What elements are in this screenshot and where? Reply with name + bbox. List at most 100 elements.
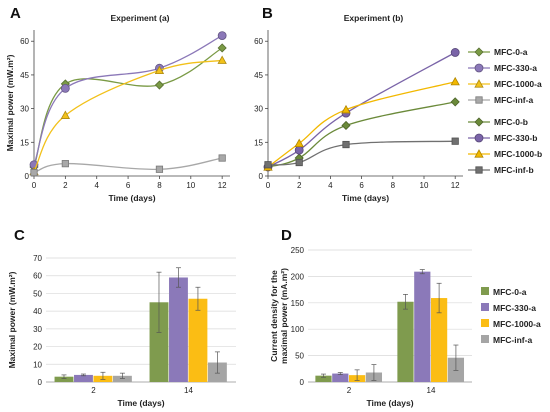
panel-a-x-tick-label: 8 <box>157 181 162 190</box>
panel-c-category-label: 14 <box>184 386 193 395</box>
panel-c-bar-mfc-0-a-14 <box>149 302 169 382</box>
panel-b-point-mfc-inf-b <box>451 137 459 145</box>
panel-b-x-tick-label: 4 <box>328 181 333 190</box>
panel-a-x-tick-label: 0 <box>32 181 37 190</box>
legend-label-mfc-0-b: MFC-0-b <box>494 117 528 127</box>
panel-a-point-mfc-330-a <box>217 31 227 41</box>
panel-b-point-mfc-0-b <box>341 120 351 131</box>
panel-a-point-mfc-inf-a <box>155 165 164 173</box>
panel-b-x-tick-label: 0 <box>266 181 271 190</box>
panel-d-y-tick-label: 100 <box>291 325 305 334</box>
legend-label-mfc-330-b: MFC-330-b <box>494 133 537 143</box>
legend-item-mfc-0-a: MFC-0-a <box>468 47 528 57</box>
panel-d-y-tick-label: 50 <box>295 352 304 361</box>
panel-c-bar-mfc-0-a-2 <box>54 376 74 382</box>
panel-d-bar-mfc-0-a-2 <box>315 375 332 382</box>
legend-item-bar-mfc-0-a: MFC-0-a <box>481 287 527 297</box>
panel-a-y-tick-label: 60 <box>20 37 29 46</box>
panel-b-x-axis-label: Time (days) <box>342 193 389 203</box>
legend-item-bar-mfc-inf-a: MFC-inf-a <box>481 335 532 345</box>
panel-b-x-tick-label: 6 <box>359 181 364 190</box>
panel-a-point-mfc-inf-a <box>218 154 226 162</box>
legend-item-mfc-inf-a: MFC-inf-a <box>468 95 533 105</box>
panel-a-y-tick-label: 15 <box>20 138 29 147</box>
panel-a-x-tick-label: 6 <box>126 181 131 190</box>
panel-b-point-mfc-1000-b <box>341 104 351 114</box>
legend-swatch-mfc-1000-a <box>481 319 489 327</box>
panel-a-y-tick-label: 30 <box>20 105 29 114</box>
panel-d-y-tick-label: 0 <box>300 378 305 387</box>
panel-a-x-axis-label: Time (days) <box>108 193 155 203</box>
legend-label-mfc-330-a: MFC-330-a <box>494 63 537 73</box>
panel-c-y-tick-label: 70 <box>33 254 42 263</box>
panel-d-bar-mfc-1000-a-14 <box>431 298 448 382</box>
panel-b-point-mfc-0-b <box>450 97 460 107</box>
panel-b-x-tick-label: 2 <box>297 181 302 190</box>
legend-marker-mfc-0-b <box>474 117 484 127</box>
legend-item-bar-mfc-1000-a: MFC-1000-a <box>481 319 541 329</box>
legend-label-mfc-1000-b: MFC-1000-b <box>494 149 542 159</box>
legend-label-mfc-0-a: MFC-0-a <box>494 47 528 57</box>
panel-a-title: Experiment (a) <box>110 13 169 23</box>
panel-d-y-axis-label: maximal power (mA.m²) <box>279 268 289 364</box>
legend-swatch-mfc-330-a <box>481 303 489 311</box>
panel-c-bar-mfc-330-a-14 <box>169 277 188 382</box>
panel-b-y-tick-label: 0 <box>259 172 264 181</box>
panel-d-plot: 0 50 100 150 200 250 2 14 Time (days) Current den… <box>269 246 472 408</box>
panel-a-point-mfc-inf-a <box>61 160 69 168</box>
panel-b-point-mfc-330-b <box>450 48 460 57</box>
panel-b-line-mfc-inf-b <box>267 140 456 166</box>
panel-c-y-tick-label: 20 <box>33 343 42 352</box>
panel-c-y-axis-label: Maximal power (mW.m²) <box>7 271 17 368</box>
panel-a-point-mfc-1000-a <box>60 110 71 119</box>
panel-b-point-mfc-1000-b <box>450 76 460 86</box>
panel-b-title: Experiment (b) <box>344 13 404 23</box>
panel-c-bar-mfc-inf-a-2 <box>112 375 132 382</box>
panel-b-line-mfc-1000-b <box>267 81 456 168</box>
legend-item-mfc-1000-a: MFC-1000-a <box>468 79 542 89</box>
panel-a-x-tick-label: 2 <box>63 181 68 190</box>
panel-c-plot: 0 10 20 30 40 50 60 70 2 14 Time (days) Maximal pow… <box>7 254 236 408</box>
legend-item-mfc-330-b: MFC-330-b <box>468 133 537 143</box>
panel-a-point-mfc-0-a <box>217 43 227 53</box>
panel-c-x-axis-label: Time (days) <box>117 398 164 408</box>
panel-d-bar-mfc-330-a-14 <box>414 271 431 382</box>
panel-a-point-mfc-0-a <box>154 80 165 90</box>
panel-b-line-mfc-330-b <box>267 51 456 168</box>
panel-c-bar-mfc-1000-a-14 <box>188 298 208 382</box>
legend-item-mfc-330-a: MFC-330-a <box>468 63 537 73</box>
legend-label-bar-mfc-0-a: MFC-0-a <box>493 287 527 297</box>
panel-b-y-tick-label: 30 <box>254 105 263 114</box>
panel-b-y-tick-label: 45 <box>254 71 263 80</box>
legend-item-mfc-inf-b: MFC-inf-b <box>468 165 534 175</box>
panel-b-y-tick-label: 60 <box>254 37 263 46</box>
panel-a-x-tick-label: 4 <box>94 181 99 190</box>
legend-swatch-mfc-inf-a <box>481 335 489 343</box>
legend-label-bar-mfc-330-a: MFC-330-a <box>493 303 536 313</box>
panel-b-point-mfc-inf-b <box>264 161 272 169</box>
legend-marker-mfc-inf-a <box>475 96 483 104</box>
panel-label-d: D <box>281 227 292 244</box>
panel-d-category-label: 14 <box>427 386 436 395</box>
panel-c-y-tick-label: 0 <box>38 378 43 387</box>
panel-a-x-tick-label: 12 <box>218 181 227 190</box>
panel-d-bar-mfc-330-a-2 <box>332 373 349 382</box>
panel-c-y-tick-label: 10 <box>33 360 42 369</box>
panel-c-category-label: 2 <box>91 386 96 395</box>
panel-a-point-mfc-inf-a <box>30 169 38 177</box>
legends: MFC-0-a MFC-330-a MFC-1000-a MFC-inf-a MFC-0… <box>468 47 542 345</box>
panel-a-plot: 0 15 30 45 60 0 2 4 6 8 10 12 Experiment (a) Time (da… <box>5 13 230 203</box>
panel-a-y-axis-label: Maximal power (mW.m²) <box>5 54 15 151</box>
panel-c-y-tick-label: 60 <box>33 272 42 281</box>
panel-a-y-tick-label: 0 <box>25 172 30 181</box>
legend-marker-mfc-inf-b <box>475 166 483 174</box>
panel-a-line-mfc-inf-a <box>33 157 223 174</box>
legend-label-bar-mfc-1000-a: MFC-1000-a <box>493 319 541 329</box>
panel-b-plot: 0 15 30 45 60 0 2 4 6 8 10 12 Experiment (b) Time (da… <box>254 13 463 203</box>
panel-a-point-mfc-330-a <box>60 84 70 93</box>
panel-d-category-label: 2 <box>347 386 352 395</box>
panel-a-line-mfc-1000-a <box>33 59 223 172</box>
panel-d-bar-mfc-0-a-14 <box>397 301 414 382</box>
